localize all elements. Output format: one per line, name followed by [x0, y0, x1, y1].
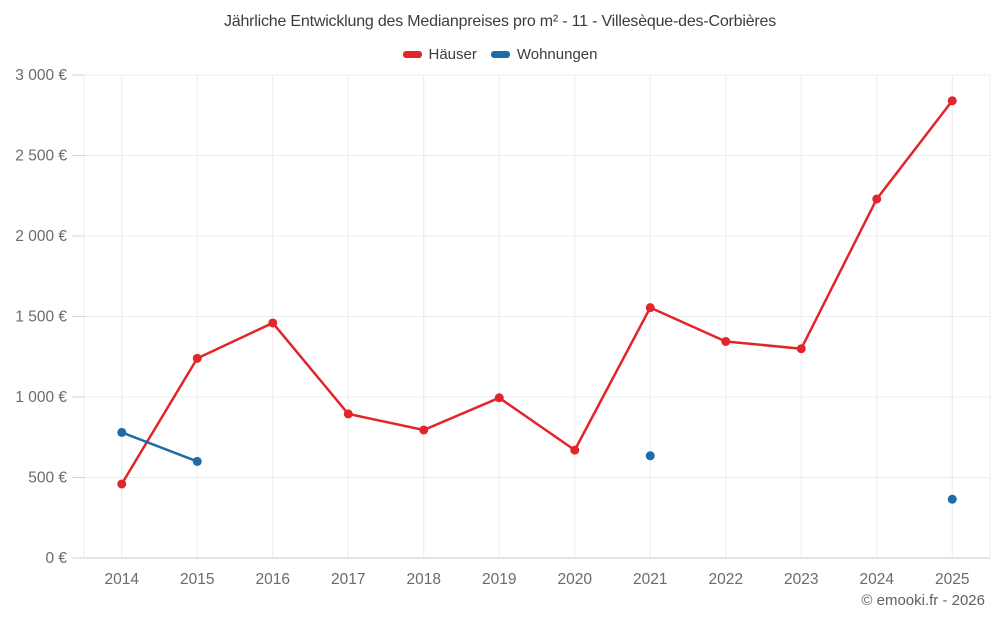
y-axis-label: 500 € — [28, 470, 67, 487]
chart-title: Jährliche Entwicklung des Medianpreises … — [223, 13, 777, 30]
x-axis-label: 2022 — [709, 571, 743, 588]
legend-swatch-hauser — [402, 51, 422, 58]
x-axis-label: 2024 — [860, 571, 895, 588]
y-axis-label: 2 000 € — [15, 228, 67, 245]
x-axis-label: 2021 — [633, 571, 667, 588]
data-point-wohnungen-2025[interactable] — [947, 494, 957, 504]
legend-item-wohnungen[interactable]: Wohnungen — [490, 46, 598, 63]
x-axis-label: 2018 — [407, 571, 441, 588]
data-point-hauser-2017[interactable] — [343, 409, 353, 419]
attribution: © emooki.fr - 2026 — [861, 592, 985, 609]
legend-item-hauser[interactable]: Häuser — [402, 46, 477, 63]
data-point-wohnungen-2014[interactable] — [117, 427, 127, 437]
series-line-hauser — [120, 99, 954, 486]
data-point-hauser-2023[interactable] — [796, 344, 806, 354]
legend-label: Häuser — [428, 46, 477, 63]
data-point-hauser-2019[interactable] — [494, 393, 504, 403]
data-point-hauser-2020[interactable] — [570, 445, 580, 455]
data-point-hauser-2024[interactable] — [872, 194, 882, 204]
y-axis-label: 1 500 € — [15, 309, 67, 326]
x-axis-label: 2025 — [935, 571, 969, 588]
series-line-wohnungen — [120, 431, 199, 463]
data-point-hauser-2014[interactable] — [117, 479, 127, 489]
data-point-hauser-2021[interactable] — [645, 303, 655, 313]
data-point-hauser-2022[interactable] — [721, 336, 731, 346]
x-axis-label: 2015 — [180, 571, 214, 588]
y-axis-label: 3 000 € — [15, 67, 67, 84]
x-axis-label: 2016 — [256, 571, 290, 588]
x-axis-label: 2020 — [558, 571, 593, 588]
data-point-hauser-2016[interactable] — [268, 318, 278, 328]
legend-swatch-wohnungen — [490, 51, 510, 58]
x-axis-label: 2017 — [331, 571, 365, 588]
x-axis-label: 2014 — [105, 571, 140, 588]
data-point-wohnungen-2021[interactable] — [645, 451, 655, 461]
y-axis-label: 2 500 € — [15, 148, 67, 165]
data-point-hauser-2025[interactable] — [947, 96, 957, 106]
data-point-wohnungen-2015[interactable] — [192, 456, 202, 466]
x-axis-label: 2023 — [784, 571, 818, 588]
legend-label: Wohnungen — [516, 46, 598, 63]
y-axis-label: 1 000 € — [15, 389, 67, 406]
data-point-hauser-2015[interactable] — [192, 353, 202, 363]
y-axis-label: 0 € — [45, 550, 67, 567]
x-axis-label: 2019 — [482, 571, 516, 588]
chart-legend: Häuser Wohnungen — [0, 46, 1000, 63]
data-point-hauser-2018[interactable] — [419, 425, 429, 435]
